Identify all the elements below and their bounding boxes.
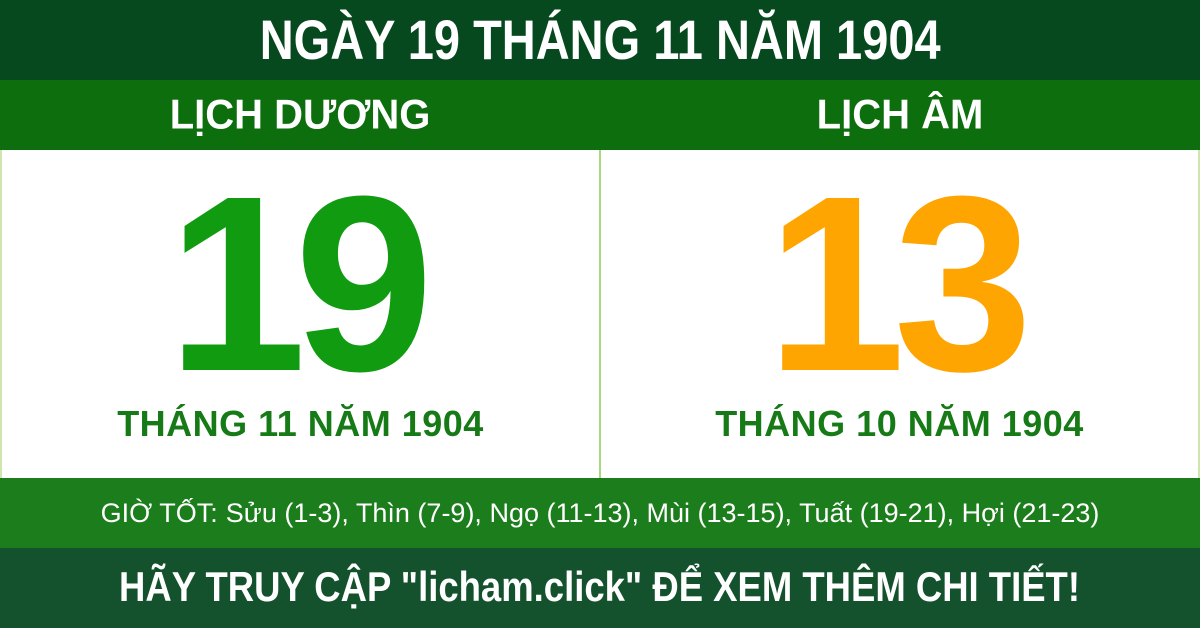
solar-month-year-label: THÁNG 11 NĂM 1904	[117, 402, 484, 444]
solar-heading-label: LỊCH DƯƠNG	[169, 91, 431, 138]
good-hours-label: GIỜ TỐT:	[100, 497, 218, 528]
solar-date-panel: 19 THÁNG 11 NĂM 1904	[2, 150, 599, 478]
good-hours-list: Sửu (1-3), Thìn (7-9), Ngọ (11-13), Mùi …	[225, 497, 1100, 528]
calendar-body: 19 THÁNG 11 NĂM 1904 13 THÁNG 10 NĂM 190…	[0, 150, 1200, 478]
footer-message: HÃY TRUY CẬP "licham.click" ĐỂ XEM THÊM …	[119, 564, 1081, 611]
good-hours-row: GIỜ TỐT: Sửu (1-3), Thìn (7-9), Ngọ (11-…	[0, 478, 1200, 548]
date-title: NGÀY 19 THÁNG 11 NĂM 1904	[259, 8, 941, 72]
lunar-month-year-label: THÁNG 10 NĂM 1904	[715, 402, 1084, 444]
lunar-heading-label: LỊCH ÂM	[816, 91, 984, 138]
lunar-calendar-heading: LỊCH ÂM	[600, 78, 1200, 152]
solar-calendar-heading: LỊCH DƯƠNG	[0, 78, 600, 152]
solar-day-number: 19	[167, 143, 433, 423]
banner-header: NGÀY 19 THÁNG 11 NĂM 1904	[0, 0, 1200, 80]
lunar-day-number: 13	[766, 143, 1032, 423]
lunar-date-panel: 13 THÁNG 10 NĂM 1904	[601, 150, 1198, 478]
calendar-type-row: LỊCH DƯƠNG LỊCH ÂM	[0, 80, 1200, 150]
banner-footer: HÃY TRUY CẬP "licham.click" ĐỂ XEM THÊM …	[0, 548, 1200, 628]
column-divider	[599, 150, 601, 478]
